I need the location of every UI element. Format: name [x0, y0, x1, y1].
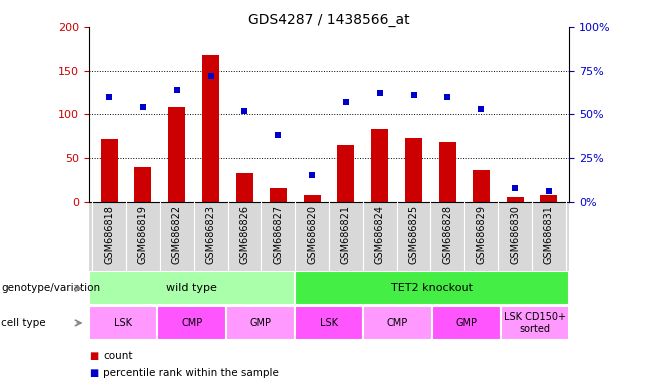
- Bar: [295, 271, 569, 305]
- Point: [510, 185, 520, 191]
- Text: LSK CD150+
sorted: LSK CD150+ sorted: [504, 312, 566, 334]
- Bar: [295, 306, 363, 340]
- Bar: [101, 139, 118, 202]
- Text: LSK: LSK: [114, 318, 132, 328]
- Bar: [439, 142, 456, 202]
- Bar: [432, 306, 501, 340]
- Point: [205, 73, 216, 79]
- Text: GSM686826: GSM686826: [240, 205, 249, 264]
- Bar: [303, 195, 320, 202]
- Point: [476, 106, 486, 112]
- Point: [239, 108, 249, 114]
- Text: percentile rank within the sample: percentile rank within the sample: [103, 368, 279, 378]
- Point: [172, 87, 182, 93]
- Text: CMP: CMP: [387, 318, 408, 328]
- Text: GSM686828: GSM686828: [442, 205, 453, 264]
- Bar: [168, 107, 186, 202]
- Text: GSM686827: GSM686827: [273, 205, 283, 264]
- Text: GSM686831: GSM686831: [544, 205, 554, 264]
- Text: GSM686820: GSM686820: [307, 205, 317, 264]
- Point: [138, 104, 148, 110]
- Point: [544, 188, 554, 194]
- Text: GDS4287 / 1438566_at: GDS4287 / 1438566_at: [248, 13, 410, 27]
- Text: wild type: wild type: [166, 283, 217, 293]
- Text: GSM686824: GSM686824: [375, 205, 385, 264]
- Text: GSM686823: GSM686823: [205, 205, 216, 264]
- Text: GSM686819: GSM686819: [138, 205, 148, 264]
- Text: GSM686818: GSM686818: [104, 205, 114, 264]
- Text: ■: ■: [89, 368, 98, 378]
- Bar: [371, 129, 388, 202]
- Bar: [507, 197, 524, 202]
- Text: GSM686829: GSM686829: [476, 205, 486, 264]
- Text: GMP: GMP: [249, 318, 271, 328]
- Text: ■: ■: [89, 351, 98, 361]
- Text: GSM686830: GSM686830: [510, 205, 520, 264]
- Point: [442, 94, 453, 100]
- Bar: [501, 306, 569, 340]
- Bar: [270, 189, 287, 202]
- Point: [341, 99, 351, 105]
- Bar: [89, 271, 295, 305]
- Text: LSK: LSK: [320, 318, 338, 328]
- Text: count: count: [103, 351, 133, 361]
- Bar: [157, 306, 226, 340]
- Bar: [405, 138, 422, 202]
- Bar: [363, 306, 432, 340]
- Bar: [226, 306, 295, 340]
- Text: GSM686821: GSM686821: [341, 205, 351, 264]
- Text: cell type: cell type: [1, 318, 46, 328]
- Point: [374, 90, 385, 96]
- Bar: [89, 306, 157, 340]
- Point: [307, 172, 317, 179]
- Point: [273, 132, 284, 138]
- Text: TET2 knockout: TET2 knockout: [391, 283, 473, 293]
- Text: GSM686822: GSM686822: [172, 205, 182, 264]
- Bar: [134, 167, 151, 202]
- Bar: [338, 145, 355, 202]
- Bar: [472, 170, 490, 202]
- Point: [104, 94, 114, 100]
- Bar: [540, 195, 557, 202]
- Point: [409, 92, 419, 98]
- Text: GSM686825: GSM686825: [409, 205, 418, 264]
- Bar: [202, 55, 219, 202]
- Bar: [236, 173, 253, 202]
- Text: GMP: GMP: [455, 318, 477, 328]
- Text: genotype/variation: genotype/variation: [1, 283, 101, 293]
- Text: CMP: CMP: [181, 318, 203, 328]
